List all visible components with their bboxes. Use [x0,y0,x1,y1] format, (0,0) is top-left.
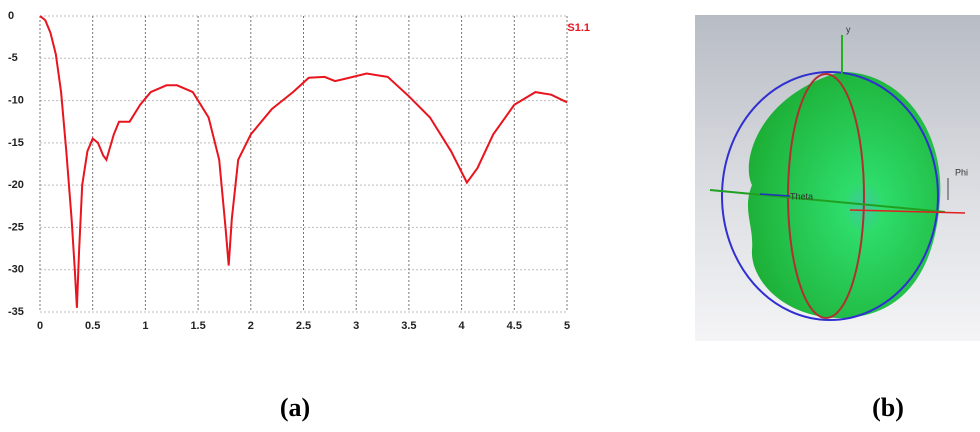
x-tick-label: 4 [459,320,466,332]
y-tick-label: -30 [8,264,24,276]
y-tick-label: -25 [8,221,24,233]
x-tick-label: 0 [37,320,43,332]
y-tick-label: -35 [8,306,24,318]
y-tick-label: -15 [8,137,24,149]
y-tick-label: -5 [8,52,18,64]
theta-label: Theta [790,191,813,201]
y-label: y [846,24,851,34]
pattern-surface [747,71,941,319]
x-tick-label: 2.5 [296,320,311,332]
x-tick-label: 4.5 [507,320,522,332]
y-tick-label: -20 [8,179,24,191]
y-tick-label: -10 [8,94,24,106]
radiation-pattern: y Theta Phi [695,15,980,341]
panel-label: (b) [872,393,904,422]
theta-arrow [759,193,791,197]
polar-circle [721,71,939,321]
legend-label: S1.1 [567,22,590,34]
series-line [39,15,568,308]
axis-red [849,209,966,214]
x-tick-label: 1.5 [190,320,205,332]
phi-label: Phi [955,167,968,177]
x-tick-label: 3.5 [401,320,416,332]
panel-label: (a) [280,393,310,422]
x-tick-label: 2 [248,320,254,332]
x-tick-label: 5 [564,320,570,332]
plot: 0 -5 -10 -15 -20 -25 -30 -35 0 0.5 1 1.5 2 2.5 3 3.5 4 4.… [8,10,590,332]
x-tick-label: 3 [353,320,359,332]
y-tick-label: 0 [8,10,14,22]
x-tick-label: 0.5 [85,320,100,332]
axis-x [709,189,946,213]
x-tick-label: 1 [142,320,148,332]
